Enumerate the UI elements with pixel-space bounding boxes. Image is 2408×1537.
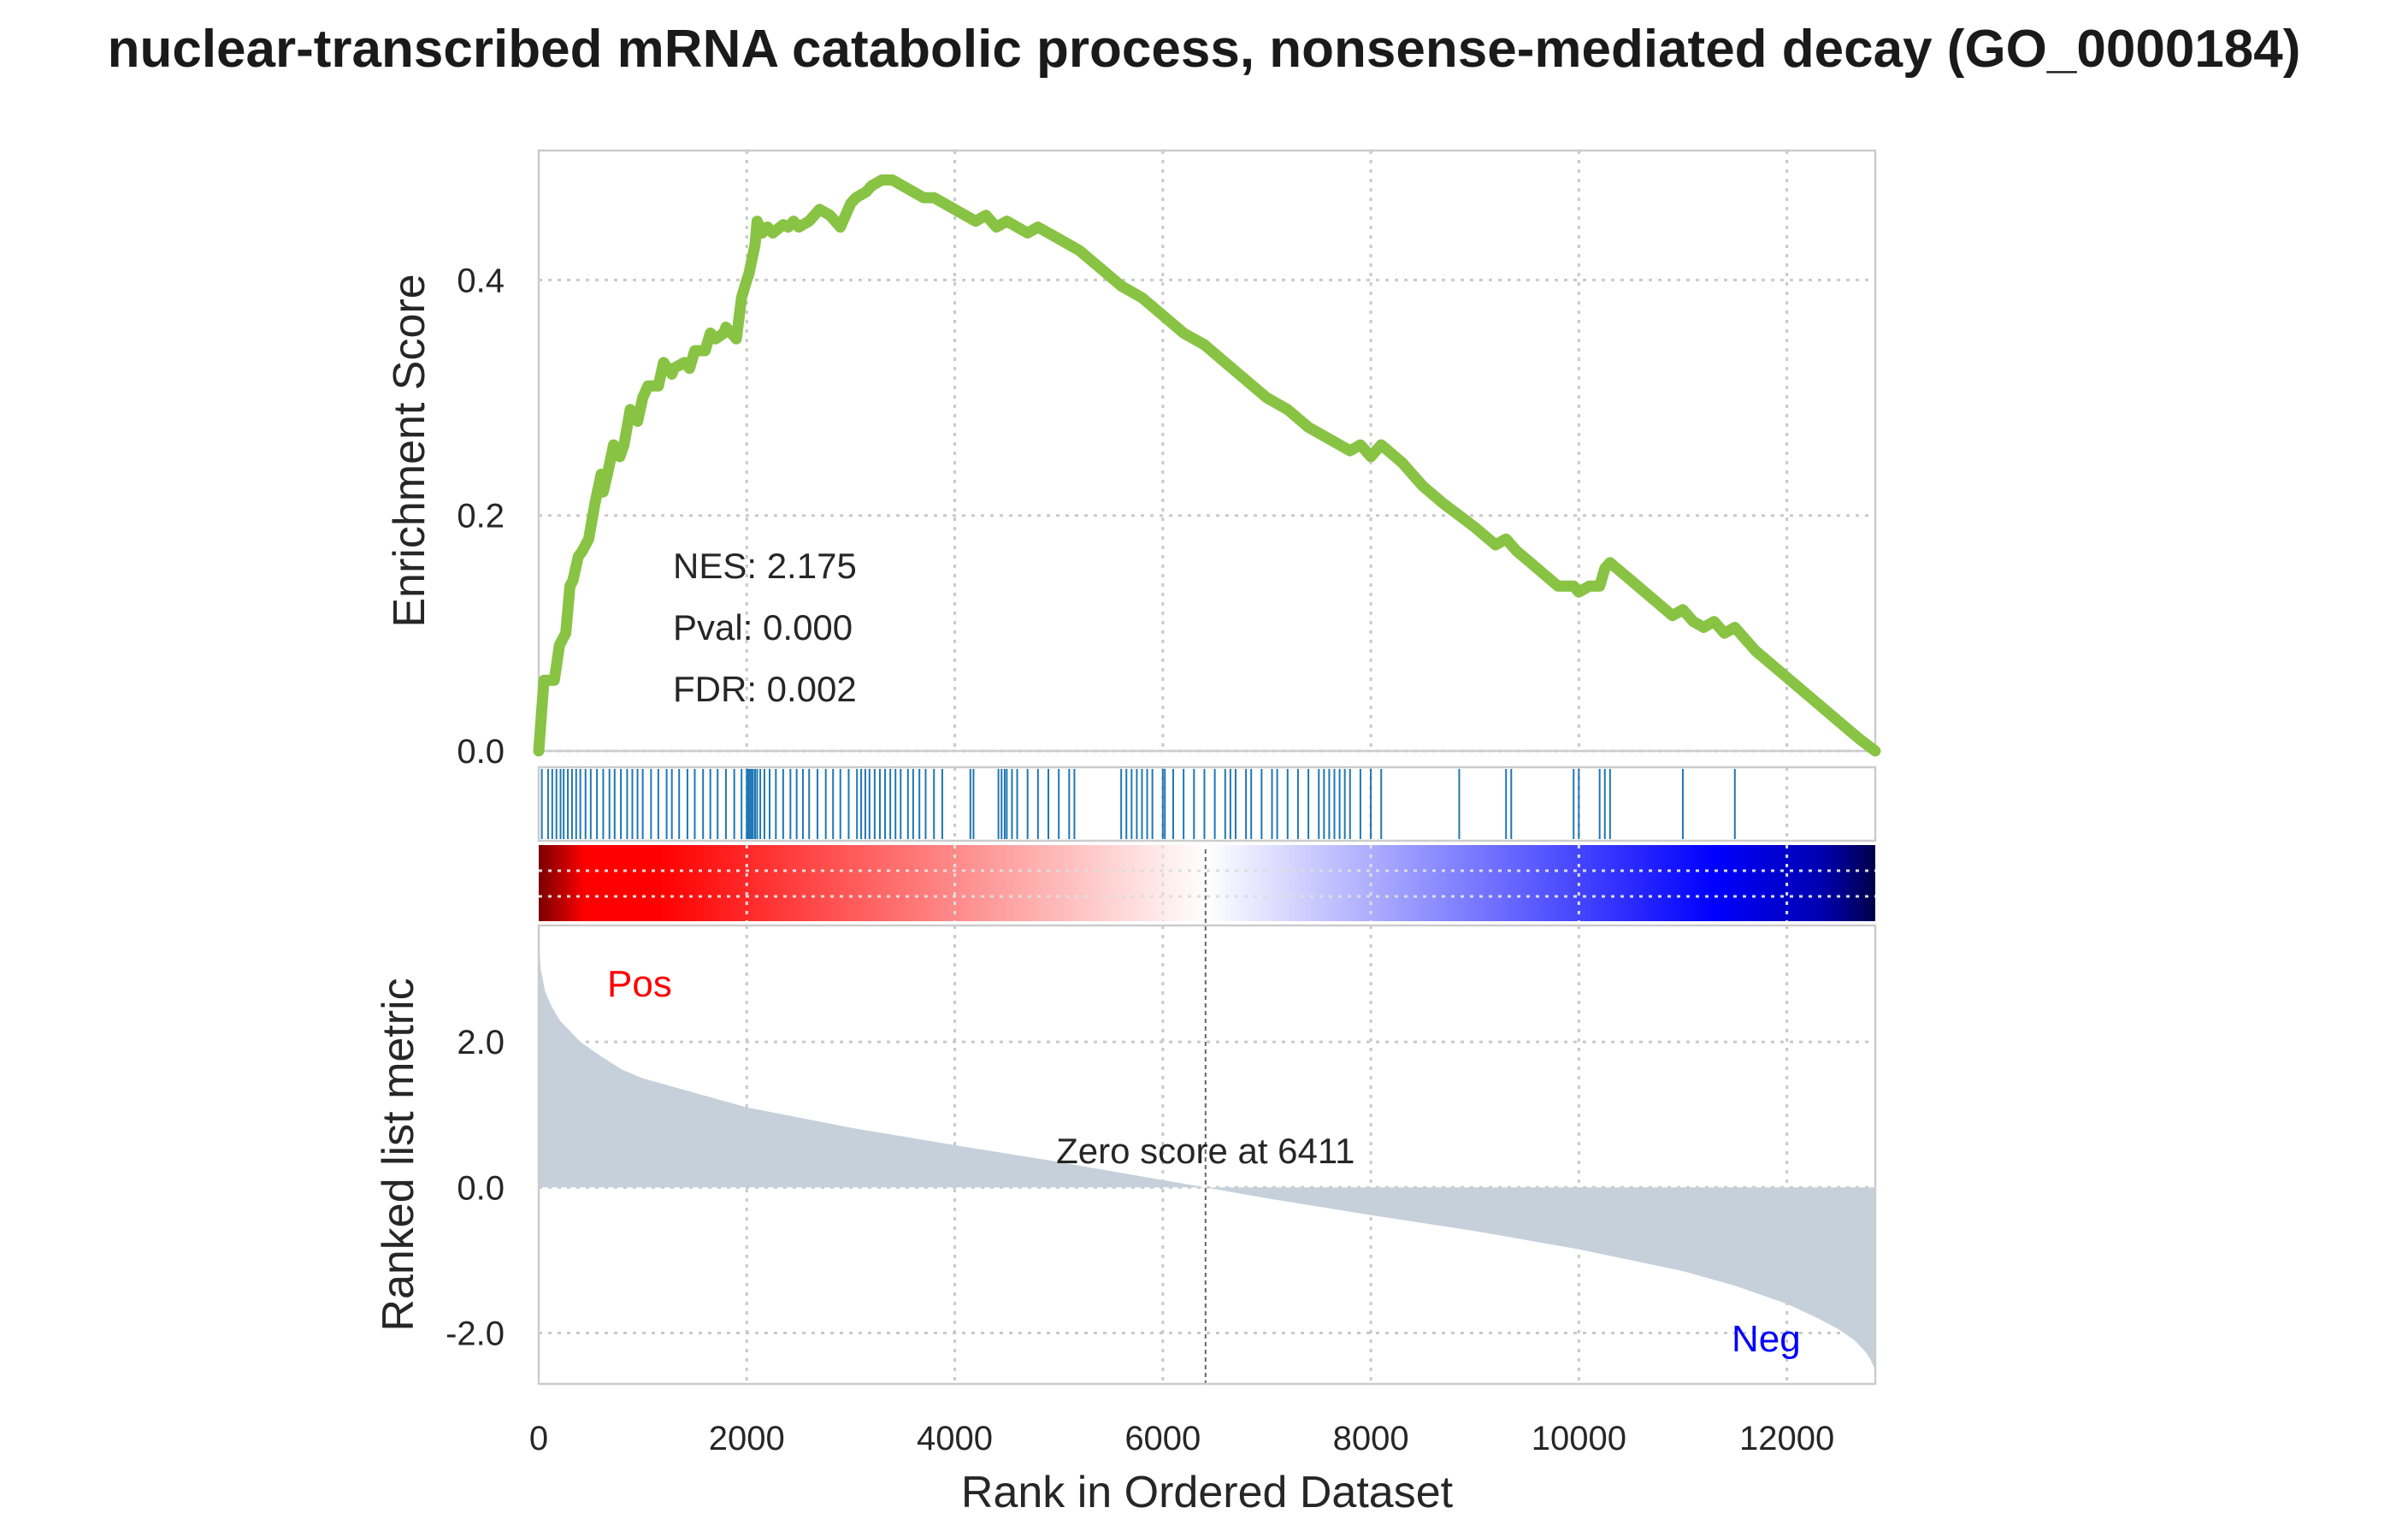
es-y-tick-label: 0.2 — [457, 498, 505, 535]
x-tick-label: 10000 — [1532, 1420, 1626, 1457]
metric-y-axis-label: Ranked list metric — [374, 978, 423, 1331]
zero-score-label: Zero score at 6411 — [1056, 1131, 1354, 1171]
x-tick-label: 12000 — [1739, 1420, 1834, 1457]
es-stat-label: FDR: 0.002 — [673, 669, 857, 709]
hits-frame — [537, 766, 1877, 842]
es-frame — [537, 149, 1877, 753]
x-tick-label: 2000 — [709, 1420, 785, 1457]
x-tick-label: 6000 — [1124, 1420, 1201, 1457]
metric-y-tick-label: 2.0 — [457, 1024, 505, 1061]
x-tick-label: 4000 — [917, 1420, 993, 1457]
metric-area — [539, 940, 1875, 1369]
es-y-tick-label: 0.0 — [457, 733, 505, 771]
ranked-metric-panel: -2.0 0.0 2.0 Zero score at 6411 Pos Neg Ranked… — [374, 849, 1877, 1386]
metric-y-tick-label: 0.0 — [457, 1169, 505, 1207]
enrichment-score-panel: 0.0 0.2 0.4 NES: 2.175 Pval: 0.000 FDR: 0.002… — [385, 149, 1881, 771]
pos-label: Pos — [607, 963, 672, 1005]
es-y-axis-label: Enrichment Score — [385, 274, 434, 627]
chart-title: nuclear-transcribed mRNA catabolic proce… — [107, 20, 2301, 79]
metric-frame — [537, 924, 1877, 1386]
rank-heatmap-panel — [539, 845, 1875, 921]
x-tick-label: 0 — [529, 1420, 548, 1457]
x-axis: 0 2000 4000 6000 8000 10000 12000 Rank in Order… — [529, 1420, 1834, 1517]
es-series-line — [533, 174, 1881, 757]
es-stat-label: NES: 2.175 — [673, 546, 857, 586]
x-axis-label: Rank in Ordered Dataset — [961, 1468, 1454, 1517]
metric-y-tick-label: -2.0 — [446, 1315, 505, 1352]
x-tick-label: 8000 — [1333, 1420, 1409, 1457]
es-stat-label: Pval: 0.000 — [673, 607, 853, 647]
neg-label: Neg — [1732, 1318, 1801, 1360]
hits-panel — [537, 766, 1877, 842]
rank-heatmap — [539, 845, 1875, 921]
es-y-tick-label: 0.4 — [457, 262, 505, 299]
